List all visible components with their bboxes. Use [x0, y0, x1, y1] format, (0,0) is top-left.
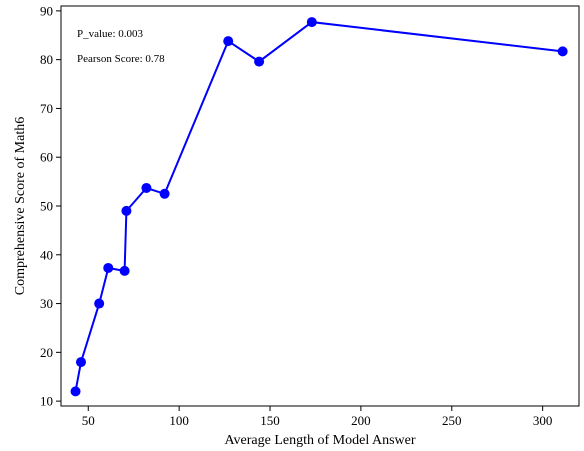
- y-tick-label: 10: [40, 394, 53, 409]
- x-axis: 50 100 150 200 250 300: [82, 406, 553, 428]
- data-points: [70, 17, 568, 397]
- y-tick-label: 30: [40, 296, 53, 311]
- x-tick-label: 150: [260, 413, 280, 428]
- y-axis: 10 20 30 40 50 60 70 80 90: [40, 3, 61, 409]
- x-tick-label: 50: [82, 413, 95, 428]
- data-point: [119, 265, 130, 276]
- pearson-score-annotation: Pearson Score: 0.78: [77, 53, 165, 65]
- data-point: [103, 262, 114, 273]
- y-tick-label: 20: [40, 345, 53, 360]
- y-axis-label: Comprehensive Score of Math6: [13, 117, 28, 295]
- x-tick-label: 100: [169, 413, 189, 428]
- x-tick-label: 300: [533, 413, 553, 428]
- data-point: [121, 205, 132, 216]
- data-point: [306, 17, 317, 28]
- data-point: [75, 357, 86, 368]
- y-tick-label: 40: [40, 247, 53, 262]
- data-point: [254, 56, 265, 67]
- x-tick-label: 200: [351, 413, 371, 428]
- data-point: [223, 36, 234, 47]
- y-tick-label: 70: [40, 101, 53, 116]
- data-point: [557, 46, 568, 57]
- data-point: [94, 298, 105, 309]
- y-tick-label: 50: [40, 199, 53, 214]
- x-tick-label: 250: [442, 413, 462, 428]
- series-line: [74, 21, 563, 392]
- data-point: [159, 188, 170, 199]
- x-axis-label: Average Length of Model Answer: [224, 433, 415, 448]
- data-point: [70, 386, 81, 397]
- y-tick-label: 90: [40, 3, 53, 18]
- y-tick-label: 60: [40, 150, 53, 165]
- plot-area-frame: [60, 5, 580, 407]
- data-point: [141, 182, 152, 193]
- p-value-annotation: P_value: 0.003: [77, 28, 143, 40]
- y-tick-label: 80: [40, 52, 53, 67]
